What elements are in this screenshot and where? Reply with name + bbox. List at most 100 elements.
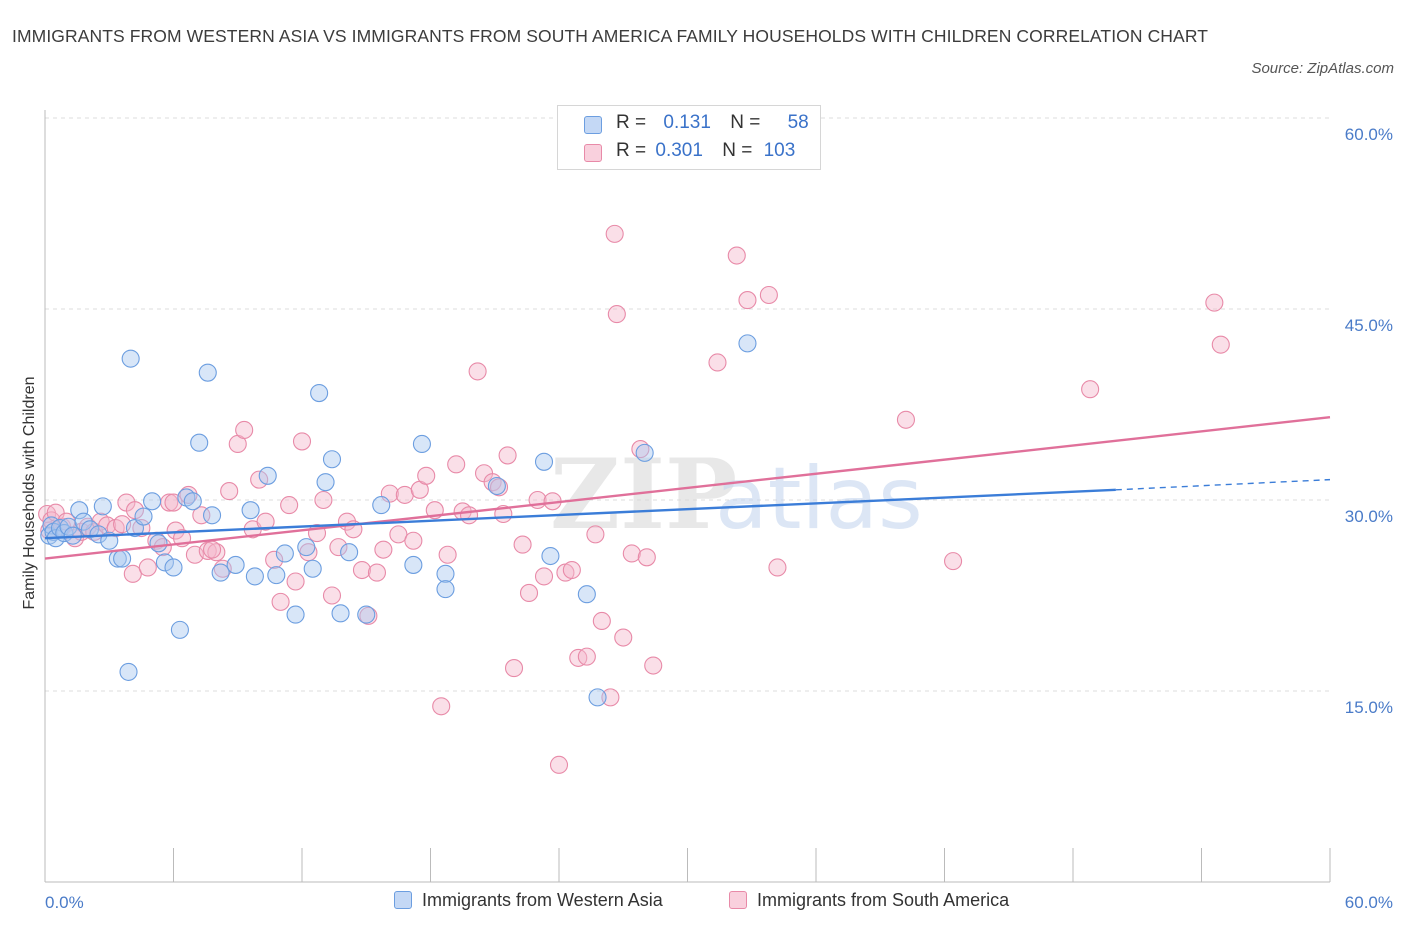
data-point bbox=[286, 572, 305, 591]
legend-n-label: N = bbox=[730, 112, 761, 133]
data-point bbox=[534, 452, 554, 471]
data-point bbox=[417, 466, 436, 485]
data-point bbox=[198, 363, 217, 382]
data-point bbox=[164, 558, 183, 577]
data-point bbox=[519, 583, 539, 603]
bottom-legend-south-america: Immigrants from South America bbox=[729, 890, 1009, 911]
data-point bbox=[727, 246, 746, 265]
data-point bbox=[119, 662, 138, 681]
data-point bbox=[331, 604, 350, 623]
data-point bbox=[577, 585, 596, 604]
y-tick-label: 45.0% bbox=[1345, 316, 1393, 335]
data-point bbox=[605, 224, 624, 243]
data-point bbox=[1205, 293, 1224, 312]
data-point bbox=[286, 605, 305, 624]
legend-r-label: R = bbox=[616, 112, 647, 133]
data-point bbox=[588, 688, 607, 707]
data-point bbox=[708, 353, 727, 372]
data-point bbox=[183, 492, 202, 511]
data-point bbox=[316, 473, 335, 492]
data-point bbox=[592, 611, 611, 631]
data-point bbox=[211, 563, 230, 582]
legend-swatch-pink bbox=[584, 144, 602, 162]
y-axis-label: Family Households with Children bbox=[21, 377, 38, 610]
data-point bbox=[436, 580, 455, 599]
data-point bbox=[759, 285, 778, 305]
data-point bbox=[74, 512, 93, 531]
data-point bbox=[768, 558, 787, 577]
data-point bbox=[265, 550, 284, 569]
tick-labels: 15.0% 30.0% 45.0% 60.0% 0.0% 60.0% bbox=[45, 125, 1393, 912]
data-point bbox=[340, 543, 359, 562]
legend-r-value: 0.301 bbox=[655, 140, 703, 161]
data-point bbox=[203, 540, 222, 559]
data-point bbox=[314, 490, 333, 510]
data-point bbox=[138, 558, 157, 577]
data-point bbox=[586, 525, 605, 544]
data-point bbox=[258, 466, 277, 485]
data-point bbox=[562, 560, 581, 580]
bottom-legend-label: Immigrants from South America bbox=[757, 890, 1010, 910]
data-point bbox=[447, 455, 466, 474]
legend-n-value: 58 bbox=[787, 112, 809, 133]
data-point bbox=[166, 521, 185, 540]
data-point bbox=[245, 567, 264, 586]
y-tick-label: 15.0% bbox=[1345, 698, 1393, 717]
data-point bbox=[235, 420, 254, 440]
data-point bbox=[70, 501, 89, 520]
axes bbox=[44, 110, 1331, 883]
data-point bbox=[134, 507, 153, 526]
x-tick-label: 60.0% bbox=[1345, 893, 1393, 912]
data-point bbox=[468, 362, 487, 381]
series-western-asia-points bbox=[40, 334, 757, 707]
data-point bbox=[149, 534, 168, 553]
legend-n-label: N = bbox=[722, 140, 753, 161]
data-point bbox=[322, 450, 342, 469]
data-point bbox=[896, 410, 916, 429]
data-point bbox=[541, 546, 560, 566]
data-point bbox=[738, 334, 757, 353]
data-point bbox=[143, 492, 162, 511]
data-point bbox=[498, 446, 517, 465]
bottom-legend-label: Immigrants from Western Asia bbox=[422, 890, 663, 910]
trend-line-extension bbox=[1115, 478, 1331, 491]
grid bbox=[45, 117, 1330, 692]
data-point bbox=[267, 566, 286, 585]
data-point bbox=[389, 525, 408, 544]
data-point bbox=[635, 443, 654, 462]
data-point bbox=[944, 552, 963, 571]
legend-n-value: 103 bbox=[763, 140, 796, 161]
legend-r-label: R = bbox=[616, 140, 647, 161]
legend-r-value: 0.131 bbox=[663, 112, 711, 133]
trend-line bbox=[44, 416, 1331, 560]
data-point bbox=[275, 544, 294, 563]
data-point bbox=[203, 506, 222, 525]
data-point bbox=[432, 697, 451, 716]
data-point bbox=[357, 605, 376, 624]
data-point bbox=[577, 647, 596, 666]
data-point bbox=[280, 496, 299, 515]
data-point bbox=[80, 520, 100, 539]
data-point bbox=[436, 564, 455, 583]
data-point bbox=[372, 496, 391, 515]
data-point bbox=[93, 497, 112, 516]
watermark: ZIP atlas bbox=[550, 438, 923, 551]
data-point bbox=[155, 553, 174, 572]
data-point bbox=[487, 476, 506, 496]
data-point bbox=[513, 535, 532, 554]
data-point bbox=[404, 531, 423, 550]
data-point bbox=[220, 482, 239, 501]
data-point bbox=[534, 567, 554, 586]
data-point bbox=[190, 433, 209, 452]
x-tick-label: 0.0% bbox=[45, 893, 84, 912]
data-point bbox=[367, 563, 387, 582]
stats-legend: R = 0.131 N = 58 R = 0.301 N = 103 bbox=[557, 105, 821, 170]
bottom-legend-western-asia: Immigrants from Western Asia bbox=[394, 890, 663, 911]
data-point bbox=[614, 628, 633, 647]
data-point bbox=[113, 549, 132, 568]
source-note: Source: ZipAtlas.com bbox=[1251, 60, 1394, 77]
data-point bbox=[738, 291, 757, 310]
data-point bbox=[256, 512, 275, 531]
data-point bbox=[622, 544, 641, 563]
data-point bbox=[241, 501, 260, 520]
